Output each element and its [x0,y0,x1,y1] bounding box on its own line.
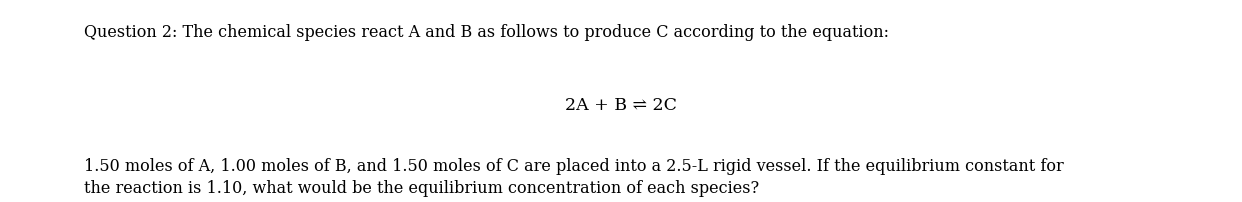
Text: the reaction is 1.10, what would be the equilibrium concentration of each specie: the reaction is 1.10, what would be the … [84,179,760,196]
Text: 2A + B ⇌ 2C: 2A + B ⇌ 2C [565,97,677,114]
Text: 1.50 moles of A, 1.00 moles of B, and 1.50 moles of C are placed into a 2.5-L ri: 1.50 moles of A, 1.00 moles of B, and 1.… [84,158,1064,175]
Text: Question 2: The chemical species react A and B as follows to produce C according: Question 2: The chemical species react A… [84,24,889,41]
